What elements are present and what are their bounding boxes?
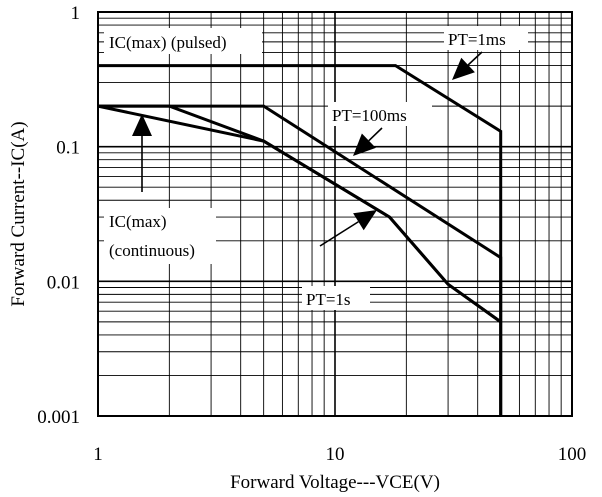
x-tick-label: 100 — [558, 444, 587, 465]
series-line-3 — [98, 104, 502, 324]
series-layer — [97, 64, 503, 416]
grid-major — [98, 12, 572, 416]
arrow-continuous-head — [132, 114, 152, 136]
arrow-pt-100ms-shaft — [368, 127, 383, 142]
annotation-pulsed-label: IC(max) (pulsed) — [109, 33, 227, 52]
annotation-pt-1s-label: PT=1s — [306, 290, 351, 309]
y-tick-label: 0.1 — [56, 138, 80, 159]
arrow-pt-1ms-shaft — [467, 51, 483, 66]
annotation-pt-1s-box — [302, 286, 370, 310]
x-axis-label: Forward Voltage---VCE(V) — [230, 472, 440, 493]
x-tick-label: 1 — [93, 444, 103, 465]
annotation-continuous-label-1: IC(max) — [109, 212, 167, 231]
annotation-continuous-label-2: (continuous) — [109, 241, 195, 260]
y-tick-label: 0.01 — [47, 272, 80, 293]
arrow-pt-1s-head — [353, 210, 377, 231]
annotation-continuous-box — [104, 208, 216, 264]
x-tick-label: 10 — [326, 444, 345, 465]
arrow-pt-1s-shaft — [319, 221, 359, 247]
tick-labels: 1 10 100 1 0.1 0.01 0.001 — [37, 3, 586, 465]
annotation-pt-1ms-box — [444, 26, 528, 50]
series-line-1 — [98, 104, 503, 416]
y-tick-label: 1 — [71, 3, 81, 24]
y-tick-label: 0.001 — [37, 407, 80, 428]
annotation-layer: IC(max) (pulsed) PT=1ms PT=100ms IC(max)… — [104, 26, 528, 310]
annotation-pt-100ms-box — [328, 102, 432, 126]
annotation-pt-100ms-label: PT=100ms — [332, 106, 407, 125]
annotation-pt-1ms-label: PT=1ms — [448, 30, 506, 49]
y-axis-label: Forward Current--IC(A) — [8, 121, 29, 306]
arrow-pt-100ms-head — [353, 133, 376, 156]
plot-frame — [97, 11, 573, 417]
annotation-pulsed-box — [104, 28, 262, 54]
arrow-pt-1ms-head — [452, 57, 475, 80]
